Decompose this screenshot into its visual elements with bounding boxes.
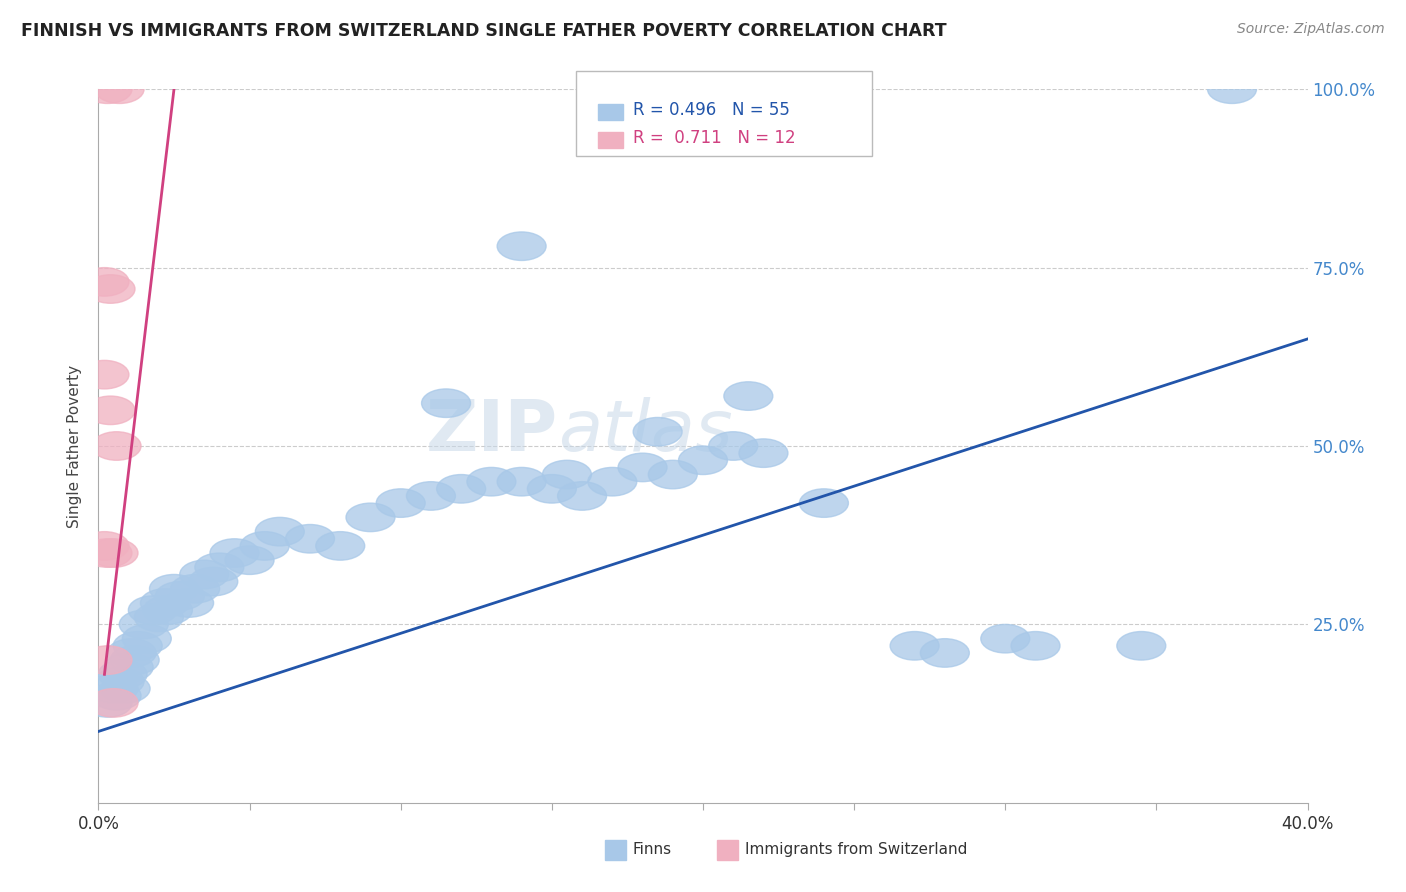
Ellipse shape <box>1011 632 1060 660</box>
Ellipse shape <box>83 689 132 717</box>
Ellipse shape <box>122 624 172 653</box>
Ellipse shape <box>1116 632 1166 660</box>
Ellipse shape <box>346 503 395 532</box>
Ellipse shape <box>86 275 135 303</box>
Ellipse shape <box>1208 75 1257 103</box>
Ellipse shape <box>114 632 162 660</box>
Ellipse shape <box>143 596 193 624</box>
Ellipse shape <box>89 539 138 567</box>
Text: Finns: Finns <box>633 842 672 856</box>
Ellipse shape <box>91 432 141 460</box>
Ellipse shape <box>83 539 132 567</box>
Ellipse shape <box>135 603 183 632</box>
Text: Source: ZipAtlas.com: Source: ZipAtlas.com <box>1237 22 1385 37</box>
Ellipse shape <box>96 667 143 696</box>
Ellipse shape <box>921 639 969 667</box>
Ellipse shape <box>256 517 304 546</box>
Ellipse shape <box>98 660 148 689</box>
Ellipse shape <box>89 689 138 717</box>
Ellipse shape <box>437 475 485 503</box>
Ellipse shape <box>724 382 773 410</box>
Ellipse shape <box>648 460 697 489</box>
Ellipse shape <box>128 596 177 624</box>
Ellipse shape <box>467 467 516 496</box>
Ellipse shape <box>89 674 138 703</box>
Text: ZIP: ZIP <box>426 397 558 467</box>
Ellipse shape <box>709 432 758 460</box>
Ellipse shape <box>422 389 471 417</box>
Ellipse shape <box>170 574 219 603</box>
Ellipse shape <box>558 482 606 510</box>
Ellipse shape <box>120 610 169 639</box>
Ellipse shape <box>80 268 129 296</box>
Ellipse shape <box>890 632 939 660</box>
Ellipse shape <box>981 624 1029 653</box>
Ellipse shape <box>285 524 335 553</box>
Ellipse shape <box>83 75 132 103</box>
Text: Immigrants from Switzerland: Immigrants from Switzerland <box>745 842 967 856</box>
Ellipse shape <box>225 546 274 574</box>
Text: R = 0.496   N = 55: R = 0.496 N = 55 <box>633 101 790 119</box>
Ellipse shape <box>619 453 666 482</box>
Ellipse shape <box>91 681 141 710</box>
Ellipse shape <box>188 567 238 596</box>
Ellipse shape <box>104 653 153 681</box>
Ellipse shape <box>195 553 243 582</box>
Ellipse shape <box>96 75 143 103</box>
Ellipse shape <box>498 467 546 496</box>
Ellipse shape <box>588 467 637 496</box>
Text: atlas: atlas <box>558 397 733 467</box>
Ellipse shape <box>498 232 546 260</box>
Text: FINNISH VS IMMIGRANTS FROM SWITZERLAND SINGLE FATHER POVERTY CORRELATION CHART: FINNISH VS IMMIGRANTS FROM SWITZERLAND S… <box>21 22 946 40</box>
Y-axis label: Single Father Poverty: Single Father Poverty <box>67 365 83 527</box>
Ellipse shape <box>141 589 190 617</box>
Ellipse shape <box>86 396 135 425</box>
Ellipse shape <box>110 646 159 674</box>
Ellipse shape <box>377 489 425 517</box>
Ellipse shape <box>156 582 204 610</box>
Ellipse shape <box>83 646 132 674</box>
Ellipse shape <box>527 475 576 503</box>
Ellipse shape <box>149 574 198 603</box>
Ellipse shape <box>80 532 129 560</box>
Ellipse shape <box>316 532 364 560</box>
Ellipse shape <box>800 489 848 517</box>
Ellipse shape <box>165 589 214 617</box>
Ellipse shape <box>740 439 787 467</box>
Ellipse shape <box>240 532 290 560</box>
Ellipse shape <box>633 417 682 446</box>
Ellipse shape <box>209 539 259 567</box>
Ellipse shape <box>80 360 129 389</box>
Ellipse shape <box>101 674 150 703</box>
Ellipse shape <box>107 639 156 667</box>
Text: R =  0.711   N = 12: R = 0.711 N = 12 <box>633 129 796 147</box>
Ellipse shape <box>543 460 592 489</box>
Ellipse shape <box>679 446 727 475</box>
Ellipse shape <box>180 560 229 589</box>
Ellipse shape <box>406 482 456 510</box>
